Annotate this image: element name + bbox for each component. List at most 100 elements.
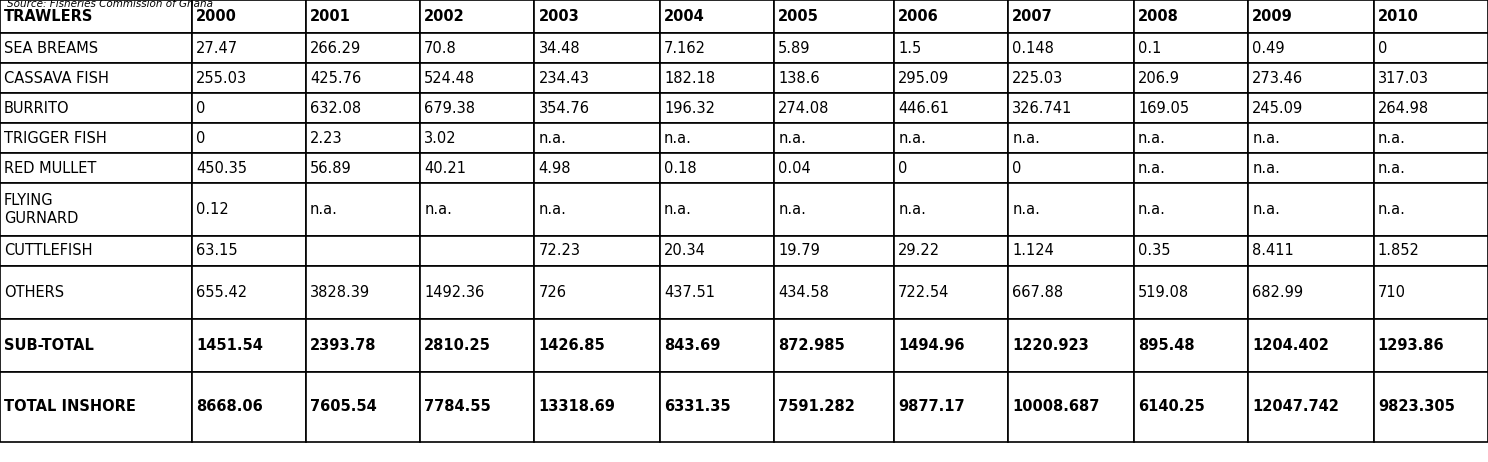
Bar (774, 266, 894, 319)
Bar (894, 0, 1009, 33)
Bar (1373, 0, 1488, 33)
Text: 0.49: 0.49 (1253, 41, 1284, 56)
Bar (1373, 33, 1488, 63)
Text: 0.1: 0.1 (1138, 41, 1161, 56)
Text: n.a.: n.a. (899, 202, 926, 217)
Bar (307, 33, 420, 63)
Text: 6140.25: 6140.25 (1138, 399, 1205, 414)
Bar (307, 153, 420, 183)
Text: CUTTLEFISH: CUTTLEFISH (4, 243, 92, 258)
Bar (192, 63, 307, 93)
Text: 7.162: 7.162 (664, 41, 707, 56)
Bar (1009, 371, 1134, 442)
Bar (420, 123, 534, 153)
Bar (774, 236, 894, 266)
Bar (1134, 236, 1248, 266)
Bar (192, 319, 307, 371)
Bar (307, 266, 420, 319)
Bar (1009, 93, 1134, 123)
Bar (774, 33, 894, 63)
Bar (534, 123, 661, 153)
Bar (661, 0, 774, 33)
Text: 8668.06: 8668.06 (196, 399, 262, 414)
Text: 1492.36: 1492.36 (424, 285, 485, 300)
Bar (534, 33, 661, 63)
Text: 196.32: 196.32 (664, 101, 716, 116)
Bar (894, 63, 1009, 93)
Text: 2008: 2008 (1138, 9, 1178, 24)
Text: 9823.305: 9823.305 (1378, 399, 1455, 414)
Bar (661, 93, 774, 123)
Text: 2007: 2007 (1012, 9, 1054, 24)
Bar (192, 93, 307, 123)
Bar (894, 33, 1009, 63)
Bar (420, 153, 534, 183)
Text: 13318.69: 13318.69 (539, 399, 616, 414)
Bar (1009, 153, 1134, 183)
Text: Source: Fisheries Commission of Ghana: Source: Fisheries Commission of Ghana (7, 0, 213, 9)
Bar (894, 266, 1009, 319)
Bar (307, 371, 420, 442)
Text: 722.54: 722.54 (899, 285, 949, 300)
Bar (420, 63, 534, 93)
Bar (307, 63, 420, 93)
Text: n.a.: n.a. (1012, 131, 1040, 146)
Bar (1009, 183, 1134, 236)
Text: 2004: 2004 (664, 9, 705, 24)
Bar (1373, 319, 1488, 371)
Bar (661, 183, 774, 236)
Text: 7784.55: 7784.55 (424, 399, 491, 414)
Text: 2006: 2006 (899, 9, 939, 24)
Bar (0, 123, 192, 153)
Bar (192, 153, 307, 183)
Bar (894, 319, 1009, 371)
Bar (1373, 371, 1488, 442)
Bar (0, 93, 192, 123)
Bar (661, 153, 774, 183)
Bar (1248, 123, 1373, 153)
Bar (774, 153, 894, 183)
Text: 450.35: 450.35 (196, 161, 247, 176)
Bar (1248, 266, 1373, 319)
Text: 895.48: 895.48 (1138, 338, 1195, 353)
Text: 0: 0 (899, 161, 908, 176)
Bar (661, 266, 774, 319)
Bar (774, 0, 894, 33)
Text: 182.18: 182.18 (664, 71, 716, 86)
Text: 34.48: 34.48 (539, 41, 580, 56)
Bar (774, 371, 894, 442)
Bar (661, 319, 774, 371)
Bar (894, 236, 1009, 266)
Text: n.a.: n.a. (539, 131, 567, 146)
Text: 843.69: 843.69 (664, 338, 720, 353)
Text: 264.98: 264.98 (1378, 101, 1428, 116)
Bar (1134, 266, 1248, 319)
Text: 7591.282: 7591.282 (778, 399, 856, 414)
Text: n.a.: n.a. (1138, 202, 1167, 217)
Text: 524.48: 524.48 (424, 71, 475, 86)
Text: n.a.: n.a. (1253, 131, 1280, 146)
Text: 872.985: 872.985 (778, 338, 845, 353)
Bar (894, 93, 1009, 123)
Text: TRIGGER FISH: TRIGGER FISH (4, 131, 107, 146)
Text: 710: 710 (1378, 285, 1406, 300)
Bar (0, 266, 192, 319)
Text: 7605.54: 7605.54 (310, 399, 376, 414)
Bar (661, 236, 774, 266)
Bar (534, 236, 661, 266)
Bar (1134, 319, 1248, 371)
Text: 726: 726 (539, 285, 567, 300)
Bar (1009, 63, 1134, 93)
Bar (534, 266, 661, 319)
Bar (1373, 63, 1488, 93)
Text: n.a.: n.a. (1378, 202, 1406, 217)
Text: 0.18: 0.18 (664, 161, 696, 176)
Text: 20.34: 20.34 (664, 243, 705, 258)
Text: 3828.39: 3828.39 (310, 285, 371, 300)
Text: 682.99: 682.99 (1253, 285, 1303, 300)
Text: 1220.923: 1220.923 (1012, 338, 1089, 353)
Bar (1248, 33, 1373, 63)
Bar (1248, 153, 1373, 183)
Text: 1.124: 1.124 (1012, 243, 1054, 258)
Text: 12047.742: 12047.742 (1253, 399, 1339, 414)
